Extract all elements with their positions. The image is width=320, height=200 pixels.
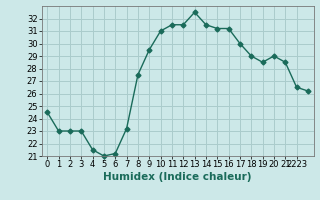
- X-axis label: Humidex (Indice chaleur): Humidex (Indice chaleur): [103, 172, 252, 182]
